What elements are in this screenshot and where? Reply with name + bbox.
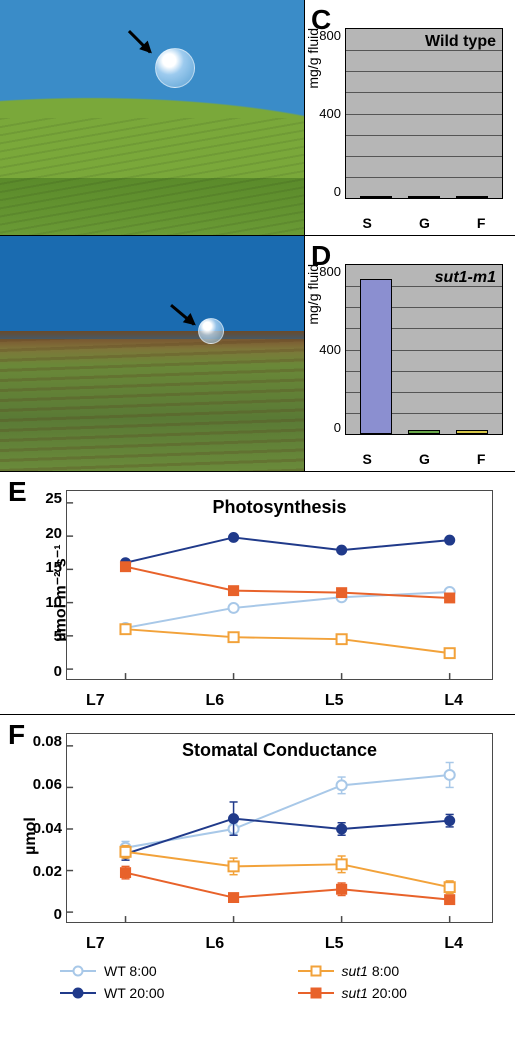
xlabel-F: F — [477, 451, 486, 467]
legend-swatch-icon — [60, 970, 96, 972]
guttation-droplet-icon — [198, 318, 224, 344]
xtick-label: L4 — [444, 692, 463, 710]
ytick-label: 0.02 — [33, 863, 62, 880]
panel-f: F µmol 0.080.060.040.020 Stomatal Conduc… — [0, 715, 515, 957]
xlabel-G: G — [419, 215, 430, 231]
panel-c: C mg/g fluid8004000Wild type SGF — [305, 0, 515, 235]
ytick-label: 400 — [319, 342, 341, 357]
legend-swatch-icon — [298, 992, 334, 994]
panel-e-xaxis: L7 L6 L5 L4 — [56, 692, 493, 710]
ytick-label: 10 — [45, 594, 62, 611]
legend-swatch-icon — [298, 970, 334, 972]
ytick-label: 0.04 — [33, 820, 62, 837]
bar-ylabel: mg/g fluid — [305, 263, 321, 324]
panel-f-plot: Stomatal Conductance — [66, 733, 493, 923]
ytick-label: 15 — [45, 559, 62, 576]
panel-f-yticks: 0.08 0.06 0.04 0.02 0 — [33, 733, 62, 923]
panel-e-yticks: 25 20 15 10 5 0 — [45, 490, 62, 680]
ytick-label: 0 — [54, 663, 62, 680]
panel-b: B sut1-m1 — [0, 236, 305, 471]
ytick-label: 20 — [45, 525, 62, 542]
xtick-label: L5 — [325, 692, 344, 710]
xtick-label: L4 — [444, 935, 463, 953]
panel-e: E µmol m⁻² s⁻¹ 2520151050 Photosynthesis… — [0, 472, 515, 714]
bar-F — [456, 196, 488, 198]
row-e: E µmol m⁻² s⁻¹ 2520151050 Photosynthesis… — [0, 472, 515, 715]
legend-swatch-icon — [60, 992, 96, 994]
bar-ylabel: mg/g fluid — [305, 27, 321, 88]
xtick-label: L6 — [205, 692, 224, 710]
panel-e-plot: Photosynthesis — [66, 490, 493, 680]
panel-d: D mg/g fluid8004000sut1-m1 SGF — [305, 236, 515, 471]
legend-label: sut1 20:00 — [342, 985, 407, 1001]
ytick-label: 800 — [319, 28, 341, 43]
panel-c-chart: mg/g fluid8004000Wild type — [311, 8, 509, 229]
panel-a: A Wild type — [0, 0, 305, 235]
legend-item-sut1_8: sut1 8:00 — [298, 963, 506, 979]
legend: WT 8:00 sut1 8:00 WT 20:00 sut1 20:00 — [0, 957, 515, 1011]
xlabel-G: G — [419, 451, 430, 467]
legend-item-wt_20: WT 20:00 — [60, 985, 268, 1001]
legend-item-wt_8: WT 8:00 — [60, 963, 268, 979]
ytick-label: 800 — [319, 264, 341, 279]
xlabel-S: S — [363, 451, 372, 467]
xtick-label: L6 — [205, 935, 224, 953]
panel-d-chart: mg/g fluid8004000sut1-m1 — [311, 244, 509, 465]
ytick-label: 0 — [54, 906, 62, 923]
legend-label: WT 20:00 — [104, 985, 164, 1001]
ytick-label: 0.08 — [33, 733, 62, 750]
panel-f-xaxis: L7 L6 L5 L4 — [56, 935, 493, 953]
panel-a-image — [0, 0, 304, 235]
legend-item-sut1_20: sut1 20:00 — [298, 985, 506, 1001]
guttation-droplet-icon — [155, 48, 195, 88]
legend-label: WT 8:00 — [104, 963, 157, 979]
ytick-label: 400 — [319, 106, 341, 121]
row-bd: B sut1-m1 D mg/g fluid8004000sut1-m1 SGF — [0, 236, 515, 472]
panel-b-image — [0, 236, 304, 471]
figure-root: A Wild type C mg/g fluid8004000Wild type… — [0, 0, 515, 1011]
ytick-label: 0 — [334, 184, 341, 199]
row-ac: A Wild type C mg/g fluid8004000Wild type… — [0, 0, 515, 236]
xtick-label: L7 — [86, 692, 105, 710]
legend-label: sut1 8:00 — [342, 963, 400, 979]
xtick-label: L7 — [86, 935, 105, 953]
bar-S — [360, 279, 392, 434]
bar-G — [408, 430, 440, 434]
ytick-label: 5 — [54, 628, 62, 645]
ytick-label: 25 — [45, 490, 62, 507]
ytick-label: 0.06 — [33, 776, 62, 793]
bar-F — [456, 430, 488, 434]
ytick-label: 0 — [334, 420, 341, 435]
xtick-label: L5 — [325, 935, 344, 953]
row-f: F µmol 0.080.060.040.020 Stomatal Conduc… — [0, 715, 515, 957]
xlabel-S: S — [363, 215, 372, 231]
bar-S — [360, 196, 392, 198]
bar-G — [408, 196, 440, 198]
xlabel-F: F — [477, 215, 486, 231]
